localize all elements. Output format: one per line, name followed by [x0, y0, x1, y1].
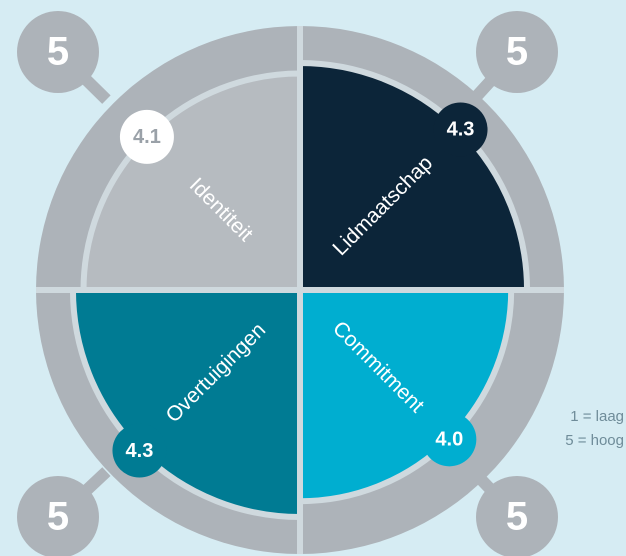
- value-badge: [433, 102, 488, 157]
- value-label: 4.3: [126, 440, 154, 462]
- value-badge: [119, 109, 174, 164]
- max-badge: [476, 11, 558, 93]
- value-label: 4.0: [435, 429, 463, 451]
- max-badge: [17, 11, 99, 93]
- scale-note: 5 = hoog: [565, 432, 624, 449]
- max-badge: [17, 476, 99, 556]
- scale-note: 1 = laag: [570, 408, 624, 425]
- value-badge: [422, 412, 477, 467]
- value-label: 4.1: [133, 126, 161, 148]
- value-label: 4.3: [447, 119, 475, 141]
- max-label: 5: [506, 495, 528, 539]
- max-label: 5: [506, 30, 528, 74]
- max-badge: [476, 476, 558, 556]
- max-label: 5: [47, 30, 69, 74]
- value-badge: [112, 423, 167, 478]
- max-label: 5: [47, 495, 69, 539]
